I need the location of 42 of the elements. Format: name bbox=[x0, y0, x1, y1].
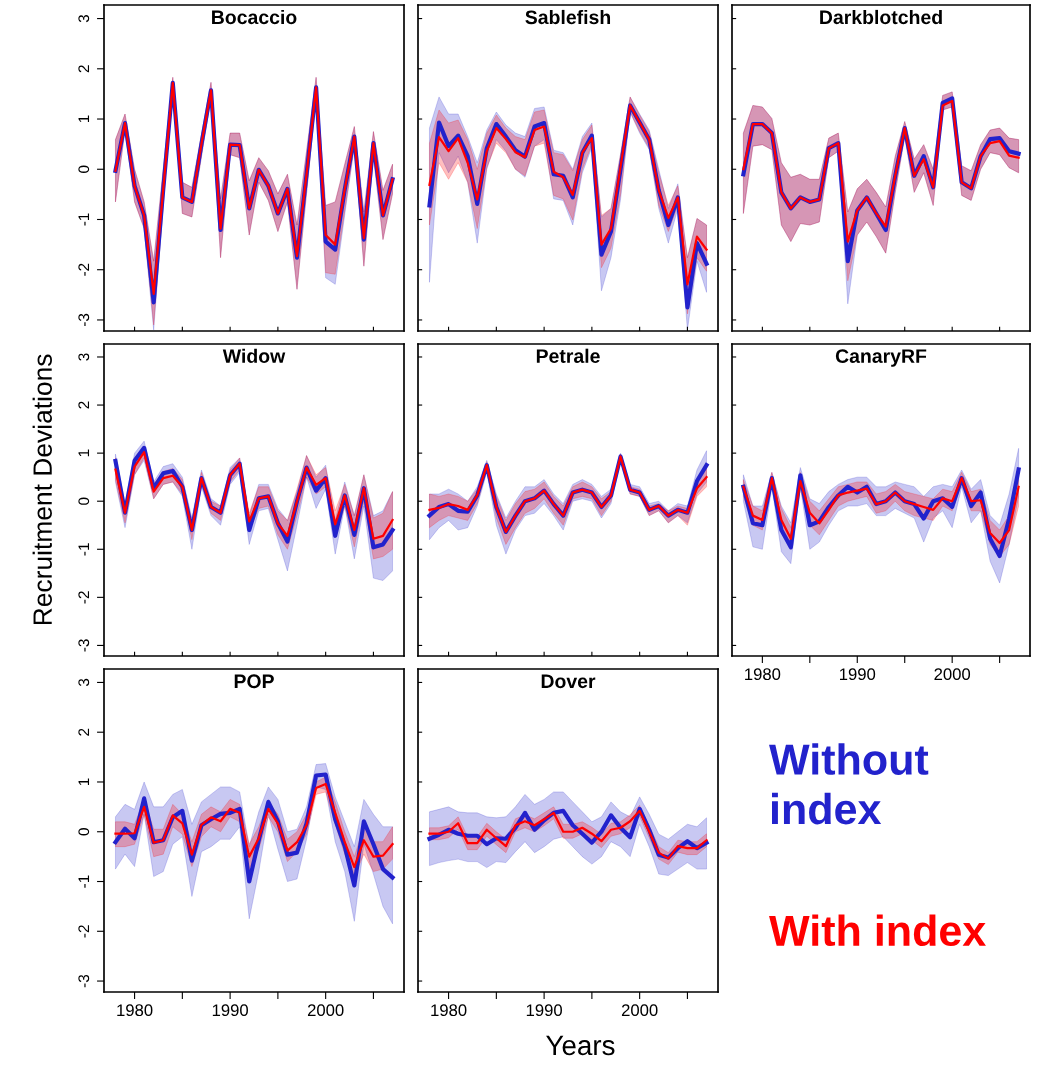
y-tick-label: -2 bbox=[78, 591, 90, 604]
y-tick-label: -3 bbox=[78, 313, 90, 327]
y-tick-label: 3 bbox=[78, 14, 90, 23]
x-tick-label: 1990 bbox=[840, 668, 876, 681]
chart-title: Widow bbox=[222, 348, 286, 363]
y-tick-label: 0 bbox=[78, 497, 90, 505]
chart-title: POP bbox=[234, 674, 274, 689]
y-tick-label: 2 bbox=[78, 401, 90, 409]
chart-title: Petrale bbox=[536, 348, 600, 363]
y-tick-label: 3 bbox=[78, 678, 90, 687]
text: With index bbox=[769, 914, 986, 947]
y-tick-label: 0 bbox=[78, 165, 90, 173]
y-tick-label: -2 bbox=[78, 925, 90, 938]
chart-title: Darkblotched bbox=[820, 9, 942, 25]
series-label: Without index bbox=[769, 743, 929, 825]
x-tick-label: 1990 bbox=[526, 1004, 562, 1017]
x-tick-label: 2000 bbox=[934, 668, 971, 681]
y-axis-title: Recruitment Deviations bbox=[32, 354, 52, 625]
y-tick-label: 2 bbox=[78, 728, 90, 736]
y-tick-label: 1 bbox=[78, 449, 90, 457]
y-tick-label: 3 bbox=[78, 353, 90, 361]
y-tick-label: 1 bbox=[78, 778, 90, 786]
chart-title: Bocaccio bbox=[212, 9, 297, 25]
x-tick-label: 1990 bbox=[212, 1004, 248, 1017]
y-tick-label: -3 bbox=[78, 639, 90, 652]
x-axis-title: Years bbox=[546, 1035, 615, 1056]
y-tick-label: -3 bbox=[78, 974, 90, 988]
y-tick-label: -1 bbox=[78, 875, 90, 888]
y-tick-label: -1 bbox=[78, 213, 90, 226]
y-tick-label: 1 bbox=[78, 115, 90, 123]
chart-title: CanaryRF bbox=[835, 349, 927, 367]
chart-title: Dover bbox=[541, 674, 596, 689]
x-tick-label: 1980 bbox=[117, 1004, 153, 1017]
y-tick-label: 0 bbox=[78, 828, 90, 836]
y-tick-label: -2 bbox=[78, 263, 90, 276]
y-tick-label: 2 bbox=[78, 65, 90, 73]
chart-title: Sablefish bbox=[525, 9, 611, 25]
x-tick-label: 2000 bbox=[621, 1004, 658, 1017]
y-tick-label: -1 bbox=[78, 543, 90, 556]
x-tick-label: 1980 bbox=[431, 1004, 467, 1017]
x-tick-label: 1980 bbox=[745, 668, 781, 681]
x-tick-label: 2000 bbox=[307, 1004, 344, 1017]
